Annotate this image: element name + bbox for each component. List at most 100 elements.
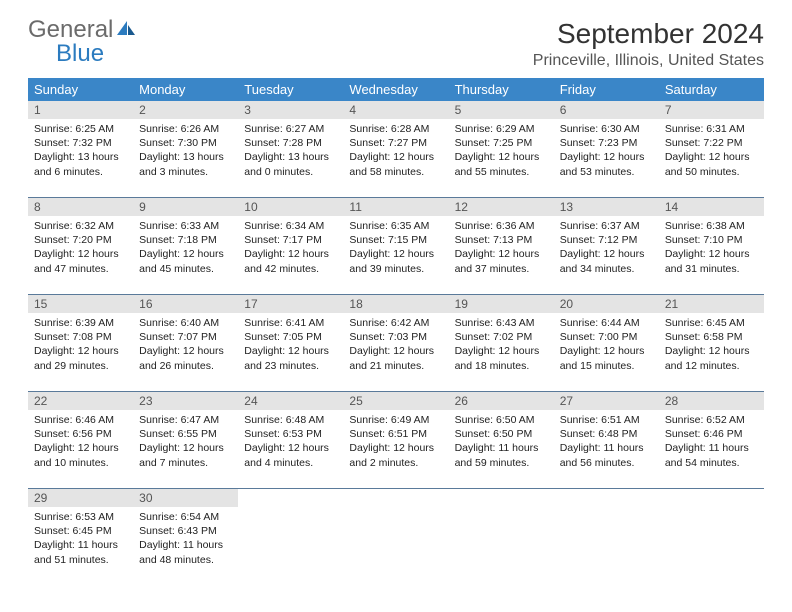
day-cell [238, 507, 343, 585]
day-num-row: 22232425262728 [28, 392, 764, 410]
day-sunrise: Sunrise: 6:42 AM [349, 316, 442, 330]
day-sunrise: Sunrise: 6:34 AM [244, 219, 337, 233]
day-daylight1: Daylight: 12 hours [665, 247, 758, 261]
day-num-row: 891011121314 [28, 198, 764, 216]
day-number: 18 [343, 295, 448, 313]
day-sunrise: Sunrise: 6:50 AM [455, 413, 548, 427]
day-daylight2: and 18 minutes. [455, 359, 548, 373]
day-header-monday: Monday [133, 78, 238, 101]
day-header-wednesday: Wednesday [343, 78, 448, 101]
day-cell: Sunrise: 6:43 AMSunset: 7:02 PMDaylight:… [449, 313, 554, 391]
day-cell [449, 507, 554, 585]
day-number: 21 [659, 295, 764, 313]
day-header-sunday: Sunday [28, 78, 133, 101]
day-header-saturday: Saturday [659, 78, 764, 101]
day-sunrise: Sunrise: 6:25 AM [34, 122, 127, 136]
day-sunset: Sunset: 7:07 PM [139, 330, 232, 344]
day-cell [659, 507, 764, 585]
day-cell: Sunrise: 6:54 AMSunset: 6:43 PMDaylight:… [133, 507, 238, 585]
day-cell: Sunrise: 6:50 AMSunset: 6:50 PMDaylight:… [449, 410, 554, 488]
day-daylight2: and 10 minutes. [34, 456, 127, 470]
day-sunset: Sunset: 6:58 PM [665, 330, 758, 344]
day-cell: Sunrise: 6:37 AMSunset: 7:12 PMDaylight:… [554, 216, 659, 294]
day-daylight1: Daylight: 12 hours [244, 344, 337, 358]
day-number: 30 [133, 489, 238, 507]
day-number: 12 [449, 198, 554, 216]
day-cell: Sunrise: 6:47 AMSunset: 6:55 PMDaylight:… [133, 410, 238, 488]
day-cell: Sunrise: 6:31 AMSunset: 7:22 PMDaylight:… [659, 119, 764, 197]
day-daylight1: Daylight: 12 hours [139, 441, 232, 455]
day-number: 2 [133, 101, 238, 119]
day-daylight2: and 47 minutes. [34, 262, 127, 276]
day-daylight2: and 0 minutes. [244, 165, 337, 179]
day-daylight1: Daylight: 12 hours [139, 344, 232, 358]
day-cell: Sunrise: 6:38 AMSunset: 7:10 PMDaylight:… [659, 216, 764, 294]
day-daylight1: Daylight: 11 hours [560, 441, 653, 455]
day-daylight2: and 21 minutes. [349, 359, 442, 373]
day-sunrise: Sunrise: 6:43 AM [455, 316, 548, 330]
day-daylight2: and 50 minutes. [665, 165, 758, 179]
day-daylight1: Daylight: 12 hours [665, 150, 758, 164]
day-cell: Sunrise: 6:29 AMSunset: 7:25 PMDaylight:… [449, 119, 554, 197]
day-daylight1: Daylight: 12 hours [139, 247, 232, 261]
day-cell: Sunrise: 6:52 AMSunset: 6:46 PMDaylight:… [659, 410, 764, 488]
day-sunrise: Sunrise: 6:29 AM [455, 122, 548, 136]
day-number [343, 489, 448, 507]
day-sunrise: Sunrise: 6:32 AM [34, 219, 127, 233]
day-cell: Sunrise: 6:51 AMSunset: 6:48 PMDaylight:… [554, 410, 659, 488]
day-number: 5 [449, 101, 554, 119]
day-sunrise: Sunrise: 6:51 AM [560, 413, 653, 427]
day-sunrise: Sunrise: 6:26 AM [139, 122, 232, 136]
day-sunset: Sunset: 6:55 PM [139, 427, 232, 441]
day-sunrise: Sunrise: 6:44 AM [560, 316, 653, 330]
day-daylight1: Daylight: 12 hours [560, 344, 653, 358]
day-header-thursday: Thursday [449, 78, 554, 101]
day-sunrise: Sunrise: 6:31 AM [665, 122, 758, 136]
day-daylight2: and 26 minutes. [139, 359, 232, 373]
week-block: 15161718192021Sunrise: 6:39 AMSunset: 7:… [28, 295, 764, 392]
day-daylight2: and 53 minutes. [560, 165, 653, 179]
day-sunset: Sunset: 7:23 PM [560, 136, 653, 150]
day-number: 8 [28, 198, 133, 216]
day-header-friday: Friday [554, 78, 659, 101]
day-daylight2: and 45 minutes. [139, 262, 232, 276]
week-row: Sunrise: 6:39 AMSunset: 7:08 PM Daylight:… [28, 313, 764, 392]
day-sunset: Sunset: 7:28 PM [244, 136, 337, 150]
day-daylight2: and 12 minutes. [665, 359, 758, 373]
day-number: 29 [28, 489, 133, 507]
day-sunset: Sunset: 6:45 PM [34, 524, 127, 538]
day-daylight1: Daylight: 12 hours [665, 344, 758, 358]
day-daylight1: Daylight: 12 hours [560, 247, 653, 261]
day-num-row: 15161718192021 [28, 295, 764, 313]
day-sunset: Sunset: 7:00 PM [560, 330, 653, 344]
day-daylight2: and 2 minutes. [349, 456, 442, 470]
day-cell: Sunrise: 6:46 AMSunset: 6:56 PMDaylight:… [28, 410, 133, 488]
day-number: 4 [343, 101, 448, 119]
day-sunset: Sunset: 7:08 PM [34, 330, 127, 344]
day-sunrise: Sunrise: 6:41 AM [244, 316, 337, 330]
day-daylight2: and 29 minutes. [34, 359, 127, 373]
day-sunrise: Sunrise: 6:38 AM [665, 219, 758, 233]
day-sunset: Sunset: 7:30 PM [139, 136, 232, 150]
day-sunset: Sunset: 7:25 PM [455, 136, 548, 150]
day-sunset: Sunset: 6:50 PM [455, 427, 548, 441]
day-number: 26 [449, 392, 554, 410]
day-number: 23 [133, 392, 238, 410]
week-row: Sunrise: 6:32 AMSunset: 7:20 PMDaylight:… [28, 216, 764, 295]
day-cell: Sunrise: 6:34 AMSunset: 7:17 PMDaylight:… [238, 216, 343, 294]
week-row: Sunrise: 6:46 AMSunset: 6:56 PMDaylight:… [28, 410, 764, 489]
logo-text-gray: General [28, 16, 113, 43]
day-daylight2: and 7 minutes. [139, 456, 232, 470]
day-number: 17 [238, 295, 343, 313]
day-daylight2: and 31 minutes. [665, 262, 758, 276]
day-daylight1: Daylight: 12 hours [349, 247, 442, 261]
day-number [238, 489, 343, 507]
day-number: 11 [343, 198, 448, 216]
weeks-container: 1234567Sunrise: 6:25 AMSunset: 7:32 PMDa… [28, 101, 764, 585]
day-sunrise: Sunrise: 6:39 AM [34, 316, 127, 330]
day-daylight2: and 39 minutes. [349, 262, 442, 276]
day-num-row: 2930 [28, 489, 764, 507]
day-sunset: Sunset: 6:53 PM [244, 427, 337, 441]
day-sunset: Sunset: 6:56 PM [34, 427, 127, 441]
logo-sail-icon [115, 19, 137, 42]
